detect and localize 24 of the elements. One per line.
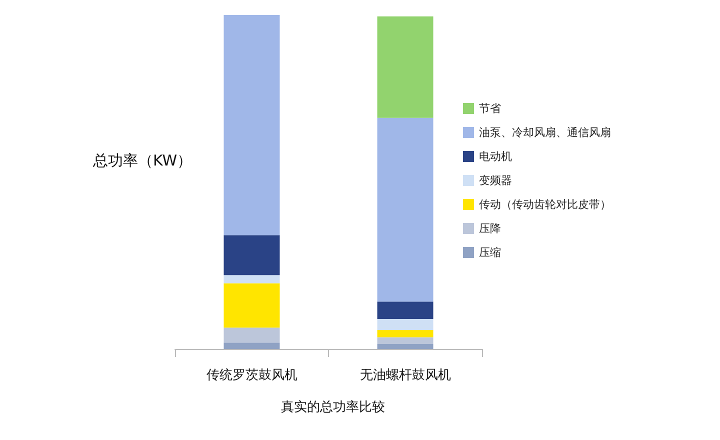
bar (224, 235, 280, 276)
legend-label: 变频器 (479, 174, 512, 187)
bar (377, 337, 434, 344)
legend-label: 电动机 (479, 150, 512, 163)
bar (224, 283, 280, 328)
bar (224, 275, 280, 284)
bar (377, 16, 434, 118)
y-axis-title: 总功率（KW） (92, 152, 192, 170)
legend-label: 油泵、冷却风扇、通信风扇 (479, 126, 611, 139)
bar (377, 302, 434, 319)
bar (377, 344, 434, 349)
bar (377, 330, 434, 338)
bar (224, 15, 280, 236)
legend-label: 压缩 (479, 246, 501, 259)
x-tick-label: 传统罗茨鼓风机 (206, 368, 298, 383)
bar (377, 118, 434, 302)
bar (224, 342, 280, 349)
legend-label: 传动（传动齿轮对比皮带） (479, 198, 611, 211)
x-axis-title: 真实的总功率比较 (281, 399, 385, 415)
bar (224, 328, 280, 343)
bar (377, 318, 434, 330)
x-tick-label: 无油螺杆鼓风机 (360, 368, 451, 383)
legend-label: 节省 (479, 102, 501, 115)
legend-label: 压降 (479, 222, 501, 235)
